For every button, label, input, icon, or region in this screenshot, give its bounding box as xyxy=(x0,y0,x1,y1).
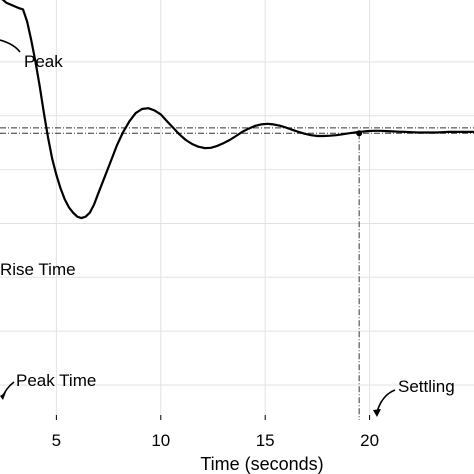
settling-point-marker xyxy=(356,130,363,137)
rise-time-label: Rise Time xyxy=(0,260,76,279)
x-tick-label: 5 xyxy=(52,431,61,450)
settling-label: Settling xyxy=(398,377,455,396)
reference-lines xyxy=(0,127,474,420)
x-tick-label: 20 xyxy=(360,431,379,450)
x-tick-label: 10 xyxy=(151,431,170,450)
grid-lines xyxy=(0,0,474,420)
peak-arrow xyxy=(0,39,21,53)
series-group xyxy=(1,0,474,220)
peak-time-label: Peak Time xyxy=(16,371,96,390)
x-axis-title: Time (seconds) xyxy=(200,454,323,474)
settling-arrowhead xyxy=(373,409,381,417)
peak-time-arrowhead xyxy=(0,392,6,400)
x-axis-ticks: 5 10 15 20 xyxy=(52,415,379,450)
x-tick-label: 15 xyxy=(256,431,275,450)
annotations: Peak Rise Time Peak Time Settling xyxy=(0,39,455,417)
step-response-line xyxy=(1,0,474,220)
settling-arrow xyxy=(376,389,396,413)
peak-label: Peak xyxy=(24,52,63,71)
